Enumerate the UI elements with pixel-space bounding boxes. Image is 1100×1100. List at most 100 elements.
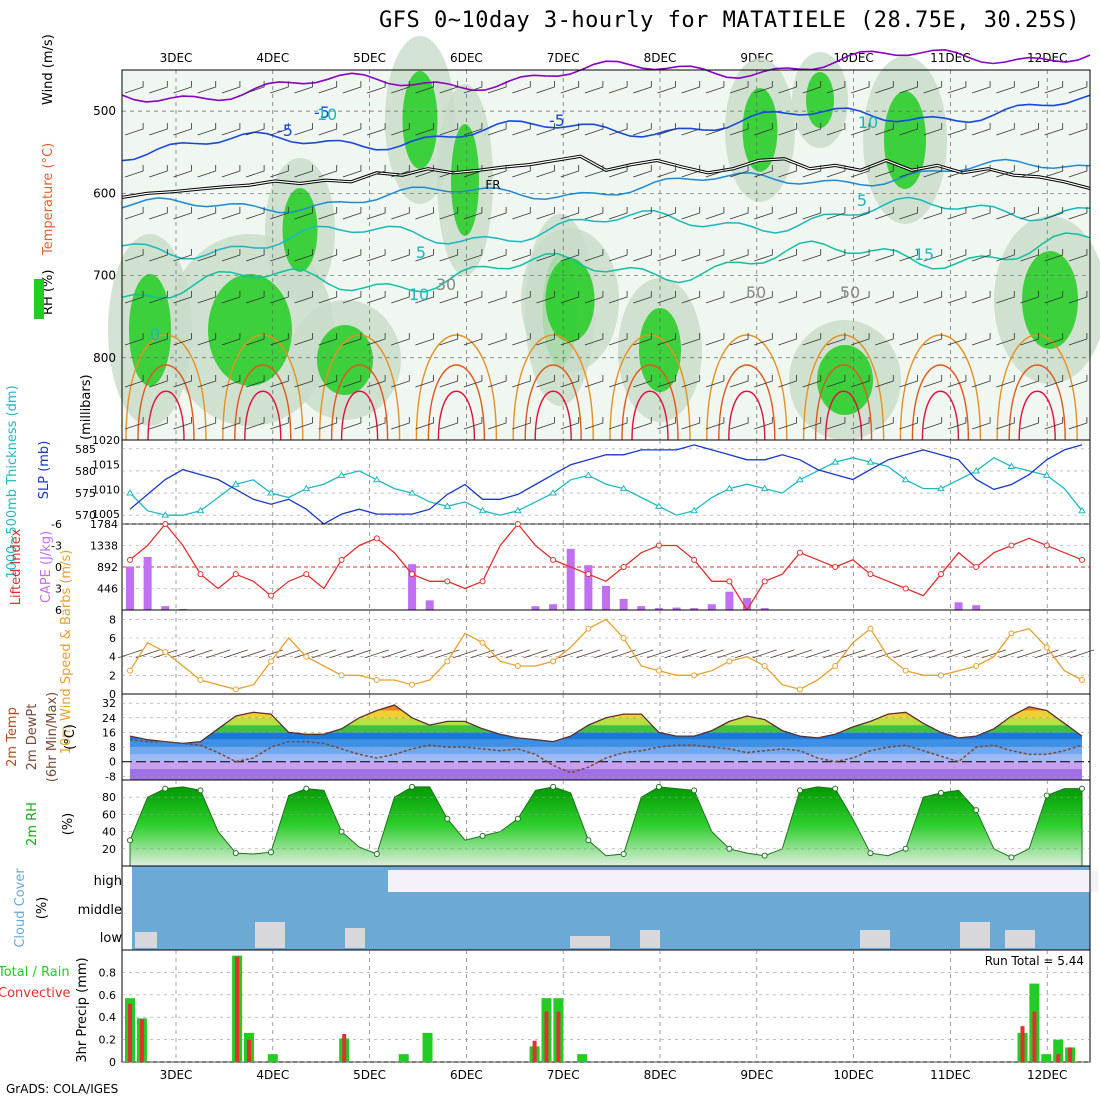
wind-barb [826, 333, 846, 346]
wind-barb [705, 249, 725, 262]
high-cloud-gap [760, 870, 800, 880]
wind-barb [681, 81, 701, 94]
wind-barb [705, 333, 725, 346]
wind-barb [173, 417, 192, 430]
wind-barb [964, 649, 989, 659]
wind-speed-line-marker [832, 663, 839, 669]
rh-area [129, 786, 1083, 867]
lifted-index-line-marker [691, 556, 698, 563]
rh-marker [409, 783, 416, 790]
wind-barb [439, 417, 459, 430]
wind-barb [584, 417, 604, 430]
wind-barb [996, 417, 1015, 430]
rh-marker [1079, 785, 1085, 792]
wind-barb [1020, 165, 1039, 178]
upper-air-left-label: RH (%) Temperature (°C) Wind (m/s) (milliba… [34, 34, 94, 440]
wind-barb [197, 417, 217, 430]
precip-tick: 0 [109, 1056, 116, 1069]
wind-barb [705, 417, 725, 430]
warm-contour-arch [524, 364, 582, 441]
date-label-bottom: 5DEC [353, 1068, 386, 1082]
rh-marker [726, 845, 733, 852]
wind-barb [705, 291, 725, 304]
wind-barb [399, 649, 425, 659]
wind-speed-line-marker [444, 658, 451, 665]
thickness-line-marker [126, 489, 134, 496]
wind-barb [124, 165, 144, 178]
li-tick: 0 [55, 561, 62, 574]
wind-barb [487, 207, 507, 220]
wind-barb [681, 165, 701, 178]
wind-barb [923, 165, 943, 178]
wind-barb [439, 123, 459, 136]
wind-barb [802, 249, 822, 262]
low-cloud-patch [570, 936, 610, 948]
wind-barb [342, 375, 362, 388]
lifted-index-line-marker [761, 578, 768, 585]
wind-barb [391, 165, 410, 178]
wind-barb [899, 165, 918, 178]
rh-tick: 20 [102, 843, 116, 856]
contour-label: -5 [549, 111, 565, 130]
wind-barb [366, 291, 386, 304]
li-tick: 3 [55, 583, 62, 596]
slp-tick: 1020 [92, 434, 120, 447]
wind-speed-line-marker [514, 663, 521, 669]
wind-barb [487, 165, 507, 178]
wind-barb [899, 81, 918, 94]
wind-barb [850, 375, 870, 388]
slp-line [129, 444, 1083, 525]
slp-tick: 1005 [92, 508, 120, 521]
wind-speed-line-marker [655, 667, 662, 674]
wind-barb [318, 165, 338, 178]
thickness-line-marker [831, 458, 840, 465]
wind-barb [1020, 207, 1039, 220]
wind-barb [1020, 333, 1039, 346]
y-tick-label: 600 [93, 186, 116, 200]
wind-barb [221, 249, 241, 262]
wind-barb [778, 123, 797, 136]
date-label-top: 8DEC [644, 51, 677, 65]
wind-speed-line-marker [232, 686, 239, 693]
temp-band [130, 732, 1082, 740]
wind-barb [947, 417, 967, 430]
thickness-line-marker [196, 506, 205, 514]
wind-barb [584, 249, 604, 262]
high-cloud-gap [840, 870, 890, 882]
wind-barb [487, 333, 507, 346]
wind-barb [633, 291, 652, 304]
cape-bar [972, 605, 981, 610]
wind-barb [560, 123, 580, 136]
wind-barb [149, 417, 168, 430]
wind-barb [875, 333, 894, 346]
wind-barb [1044, 165, 1064, 178]
wind-barb [487, 81, 507, 94]
wind-barb [463, 333, 483, 346]
wind-barb [875, 123, 894, 136]
wind-barb [221, 375, 241, 388]
wind-barb [1044, 375, 1064, 388]
wind-barb [681, 375, 701, 388]
wind-barb [754, 165, 773, 178]
wind-barb [971, 207, 991, 220]
wind-barb [197, 333, 217, 346]
wind-barb [391, 207, 410, 220]
lifted-index-line-marker [655, 542, 662, 549]
wind-barb [633, 123, 652, 136]
wind-barb [488, 649, 513, 659]
wind-barb [981, 649, 1006, 659]
wind-barb [245, 165, 265, 178]
wind-barb [729, 81, 749, 94]
wind-speed-line-marker [761, 663, 768, 669]
wind-barb [512, 165, 531, 178]
wind-barb [540, 649, 566, 659]
wind-barb [342, 165, 362, 178]
slp-thickness-panel: 570 575 580 585 1005 1010 1015 1020 1000~500mb T… [5, 385, 1091, 579]
wind-barb [560, 249, 580, 262]
wind-barb [487, 375, 507, 388]
precip-total-bar [577, 1054, 588, 1062]
wind-barb [729, 417, 749, 430]
wind-barb [705, 207, 725, 220]
wind-barb [875, 291, 894, 304]
